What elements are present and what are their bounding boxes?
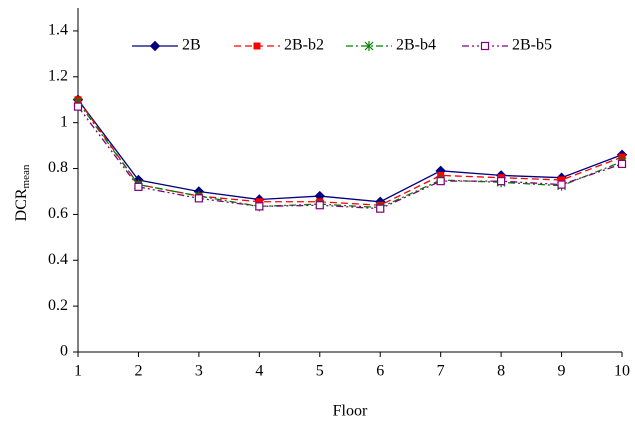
marker: [376, 204, 385, 213]
legend-label: 2B-b4: [396, 37, 436, 54]
x-tick-label: 5: [316, 363, 324, 380]
x-tick-label: 1: [74, 363, 82, 380]
legend-label: 2B-b2: [284, 37, 324, 54]
marker: [73, 102, 83, 111]
marker: [194, 194, 203, 203]
y-tick-label: 0.8: [48, 159, 68, 176]
marker: [617, 159, 627, 169]
marker: [134, 182, 143, 191]
series-line: [77, 106, 623, 210]
y-tick-label: 1.2: [48, 67, 68, 84]
legend-marker: [480, 41, 490, 51]
series-line: [77, 99, 623, 203]
y-tick-label: 1: [60, 113, 68, 130]
marker: [557, 180, 566, 189]
y-tick-label: 1.4: [48, 22, 68, 39]
marker: [315, 201, 324, 210]
x-tick-label: 9: [558, 363, 566, 380]
legend-label: 2B: [182, 37, 201, 54]
y-tick-label: 0.4: [48, 251, 68, 268]
y-tick-label: 0.2: [48, 297, 68, 314]
y-tick-label: 0.6: [48, 205, 68, 222]
marker: [497, 177, 506, 186]
legend-marker: [253, 42, 261, 50]
series-line: [77, 99, 623, 206]
series-line: [77, 101, 623, 209]
x-tick-label: 6: [376, 363, 384, 380]
legend-marker: [364, 41, 374, 51]
x-tick-label: 7: [437, 363, 445, 380]
marker: [436, 177, 445, 186]
y-axis-label-main: DCR: [13, 188, 30, 221]
legend-label: 2B-b5: [512, 37, 552, 54]
marker: [255, 202, 264, 211]
x-tick-label: 10: [614, 363, 630, 380]
x-tick-label: 4: [255, 363, 263, 380]
x-tick-label: 3: [195, 363, 203, 380]
legend-marker: [149, 40, 161, 52]
x-tick-label: 8: [497, 363, 505, 380]
marker: [558, 176, 566, 184]
y-tick-label: 0: [60, 343, 68, 360]
y-axis-label-sub: mean: [20, 164, 32, 188]
x-axis-label: Floor: [333, 403, 368, 420]
x-tick-label: 2: [134, 363, 142, 380]
y-axis-label: DCRmean: [13, 164, 32, 221]
